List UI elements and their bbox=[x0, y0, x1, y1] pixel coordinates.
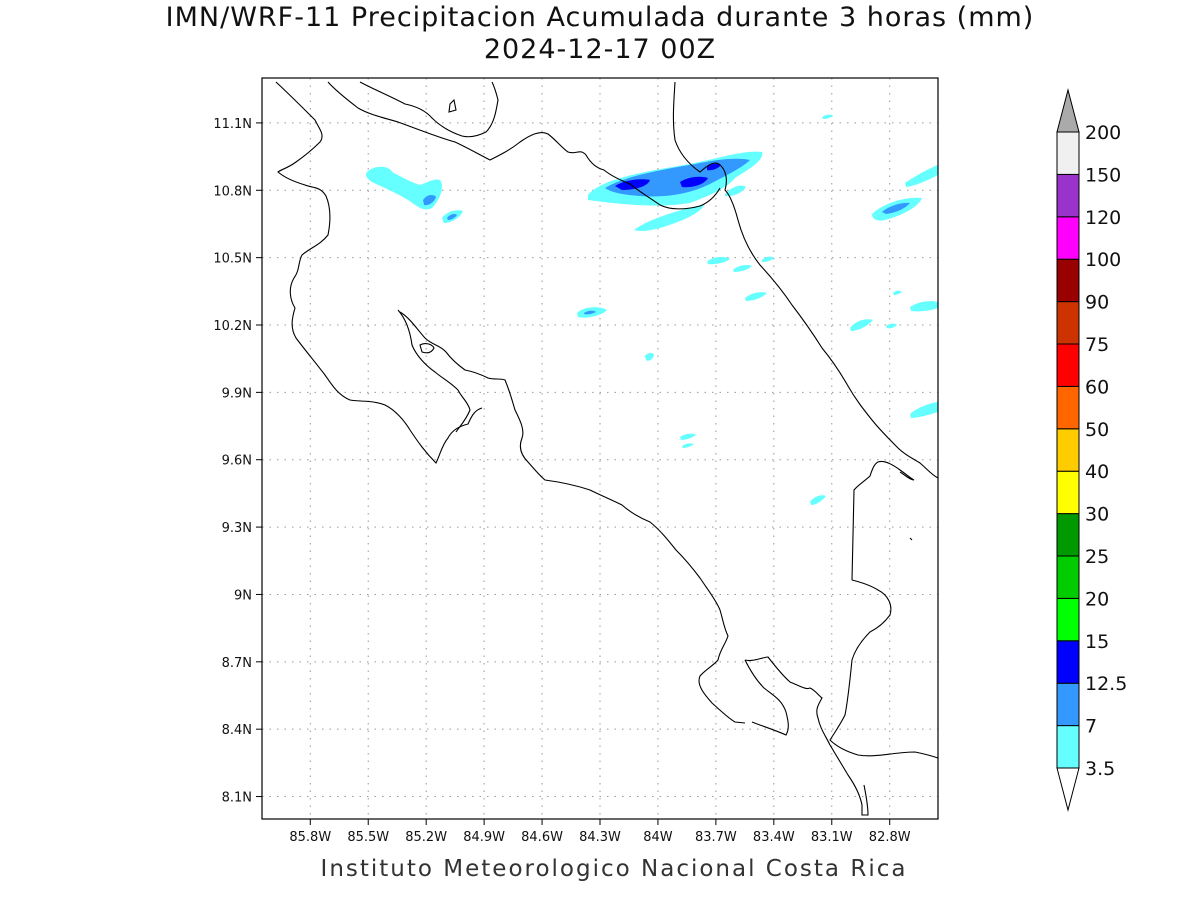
lon-tick-label: 84.9W bbox=[463, 830, 505, 845]
precip-area-light bbox=[905, 165, 938, 187]
colorbar-label: 75 bbox=[1085, 334, 1109, 356]
colorbar-bin bbox=[1056, 173, 1080, 218]
colorbar-bin bbox=[1056, 216, 1080, 260]
colorbar-label: 50 bbox=[1085, 419, 1109, 441]
colorbar-label: 25 bbox=[1085, 546, 1109, 568]
precip-area-heavy bbox=[615, 179, 650, 190]
footer-credit: Instituto Meteorologico Nacional Costa R… bbox=[320, 856, 908, 882]
precip-area-moderate bbox=[423, 195, 436, 206]
precip-area-light bbox=[645, 352, 654, 361]
precip-area-light bbox=[366, 166, 443, 210]
lon-tick-label: 85.5W bbox=[347, 830, 389, 845]
precip-area-light bbox=[682, 443, 694, 448]
colorbar-bottom-triangle bbox=[1056, 767, 1080, 812]
map-date: 2024-12-17 00Z bbox=[483, 34, 717, 65]
lon-tick-label: 83.1W bbox=[811, 830, 853, 845]
colorbar-bin bbox=[1056, 640, 1080, 684]
colorbar-bin bbox=[1056, 301, 1080, 345]
precip-area-light bbox=[634, 204, 705, 232]
lat-tick-label: 9.6N bbox=[222, 454, 252, 469]
precip-area-moderate bbox=[447, 214, 457, 220]
colorbar-bin bbox=[1056, 555, 1080, 599]
lat-tick-label: 11.1N bbox=[213, 117, 252, 132]
colorbar-label: 40 bbox=[1085, 461, 1109, 483]
precip-area-light bbox=[910, 301, 938, 312]
lon-tick-label: 85.2W bbox=[405, 830, 447, 845]
colorbar: 3.5 7 12.5 15 20 25 30 40 50 60 75 90 100 120 150 200 bbox=[1056, 88, 1127, 812]
precip-area-light bbox=[680, 433, 696, 440]
lon-tick-label: 82.8W bbox=[869, 830, 911, 845]
colorbar-bin bbox=[1056, 131, 1080, 175]
colorbar-label: 7 bbox=[1085, 716, 1097, 738]
colorbar-label: 100 bbox=[1085, 249, 1121, 271]
latitude-labels: 11.1N 10.8N 10.5N 10.2N 9.9N 9.6N 9.3N 9N 8.7N 8.… bbox=[213, 117, 262, 806]
lat-tick-label: 8.4N bbox=[222, 723, 252, 738]
lon-tick-label: 84.6W bbox=[521, 830, 563, 845]
precip-area-light bbox=[762, 256, 774, 262]
colorbar-bin bbox=[1056, 597, 1080, 642]
precip-area-light bbox=[725, 185, 746, 197]
colorbar-label: 150 bbox=[1085, 164, 1121, 186]
precip-area-heavy bbox=[680, 176, 708, 188]
colorbar-bin bbox=[1056, 470, 1080, 515]
precip-area-moderate bbox=[882, 202, 910, 214]
colorbar-bin bbox=[1056, 428, 1080, 472]
lat-tick-label: 9.9N bbox=[222, 386, 252, 401]
colorbar-bin bbox=[1056, 385, 1080, 430]
colorbar-bin bbox=[1056, 725, 1080, 769]
lat-tick-label: 10.2N bbox=[213, 319, 252, 334]
precip-area-light bbox=[893, 290, 902, 295]
precipitation-areas bbox=[366, 114, 938, 505]
coastline-borders bbox=[275, 81, 939, 816]
colorbar-label: 15 bbox=[1085, 631, 1109, 653]
precip-area-light bbox=[910, 402, 938, 418]
map-title: IMN/WRF-11 Precipitacion Acumulada duran… bbox=[165, 2, 1035, 33]
colorbar-bin bbox=[1056, 513, 1080, 557]
colorbar-label: 12.5 bbox=[1085, 673, 1127, 695]
precip-area-light bbox=[745, 292, 767, 301]
lon-tick-label: 84.3W bbox=[579, 830, 621, 845]
colorbar-label: 20 bbox=[1085, 588, 1109, 610]
precip-area-heavy bbox=[707, 163, 721, 171]
lon-tick-label: 83.7W bbox=[695, 830, 737, 845]
lat-tick-label: 8.1N bbox=[222, 791, 252, 806]
precip-area-light bbox=[886, 323, 897, 329]
colorbar-label: 90 bbox=[1085, 292, 1109, 314]
lon-tick-label: 83.4W bbox=[753, 830, 795, 845]
precip-area-moderate bbox=[584, 310, 596, 315]
precip-area-light bbox=[822, 114, 833, 119]
lat-tick-label: 9N bbox=[234, 588, 252, 603]
lat-tick-label: 10.8N bbox=[213, 184, 252, 199]
precip-area-light bbox=[707, 257, 730, 265]
colorbar-top-triangle bbox=[1056, 88, 1080, 133]
colorbar-bin bbox=[1056, 343, 1080, 387]
colorbar-bin bbox=[1056, 682, 1080, 727]
colorbar-label: 200 bbox=[1085, 122, 1121, 144]
lat-tick-label: 8.7N bbox=[222, 656, 252, 671]
longitude-labels: 85.8W 85.5W 85.2W 84.9W 84.6W 84.3W 84W 83.7W 83… bbox=[289, 819, 911, 845]
grid-lines bbox=[262, 78, 938, 819]
lon-tick-label: 85.8W bbox=[289, 830, 331, 845]
colorbar-label: 30 bbox=[1085, 504, 1109, 526]
lat-tick-label: 10.5N bbox=[213, 252, 252, 267]
precip-area-light bbox=[810, 495, 826, 505]
colorbar-bin bbox=[1056, 258, 1080, 303]
lat-tick-label: 9.3N bbox=[222, 521, 252, 536]
colorbar-label: 60 bbox=[1085, 376, 1109, 398]
colorbar-label: 120 bbox=[1085, 207, 1121, 229]
precip-area-light bbox=[850, 319, 873, 331]
precip-area-light bbox=[733, 265, 752, 272]
colorbar-label: 3.5 bbox=[1085, 758, 1115, 780]
lon-tick-label: 84W bbox=[643, 830, 673, 845]
